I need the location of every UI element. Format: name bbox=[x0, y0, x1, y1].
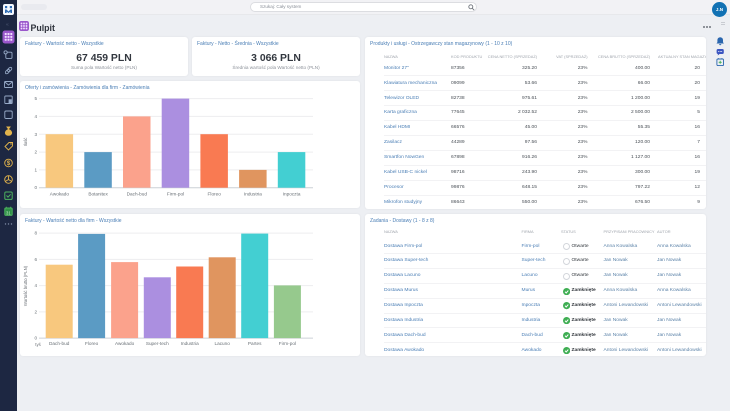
svg-text:2: 2 bbox=[34, 150, 37, 155]
svg-text:Botanitex: Botanitex bbox=[88, 192, 108, 197]
svg-text:Industria: Industria bbox=[244, 192, 262, 197]
svg-text:Super-tech: Super-tech bbox=[146, 341, 169, 346]
svg-text:Lacuno: Lacuno bbox=[215, 341, 231, 346]
svg-text:0: 0 bbox=[34, 185, 37, 190]
svg-text:Floreo: Floreo bbox=[85, 341, 99, 346]
svg-text:Awokado: Awokado bbox=[115, 341, 135, 346]
svg-text:Industria: Industria bbox=[181, 341, 199, 346]
svg-text:31: 31 bbox=[6, 210, 11, 215]
svg-text:6: 6 bbox=[34, 257, 37, 262]
svg-text:Firm-pol: Firm-pol bbox=[167, 192, 184, 197]
svg-text:3: 3 bbox=[34, 132, 37, 137]
svg-text:5: 5 bbox=[34, 96, 37, 101]
svg-text:2: 2 bbox=[34, 309, 37, 314]
svg-text:«: « bbox=[6, 22, 9, 28]
svg-text:Dach-bud: Dach-bud bbox=[127, 192, 148, 197]
svg-text:Inpoczta: Inpoczta bbox=[283, 192, 301, 197]
svg-text:Dach-bud: Dach-bud bbox=[49, 341, 70, 346]
svg-text:Wartość brutto (PLN): Wartość brutto (PLN) bbox=[23, 265, 28, 306]
svg-text:Firm-pol: Firm-pol bbox=[279, 341, 296, 346]
svg-text:$: $ bbox=[7, 161, 11, 167]
svg-text:Ilość: Ilość bbox=[23, 137, 28, 147]
svg-text:0: 0 bbox=[34, 336, 37, 341]
svg-text:1: 1 bbox=[34, 167, 37, 172]
svg-text:8: 8 bbox=[34, 231, 37, 236]
svg-text:Floreo: Floreo bbox=[208, 192, 222, 197]
svg-text:4: 4 bbox=[34, 283, 37, 288]
svg-text:4: 4 bbox=[34, 114, 37, 119]
svg-text:Partes: Partes bbox=[248, 341, 262, 346]
svg-text:Awokado: Awokado bbox=[50, 192, 70, 197]
svg-text:tyś: tyś bbox=[35, 342, 41, 347]
